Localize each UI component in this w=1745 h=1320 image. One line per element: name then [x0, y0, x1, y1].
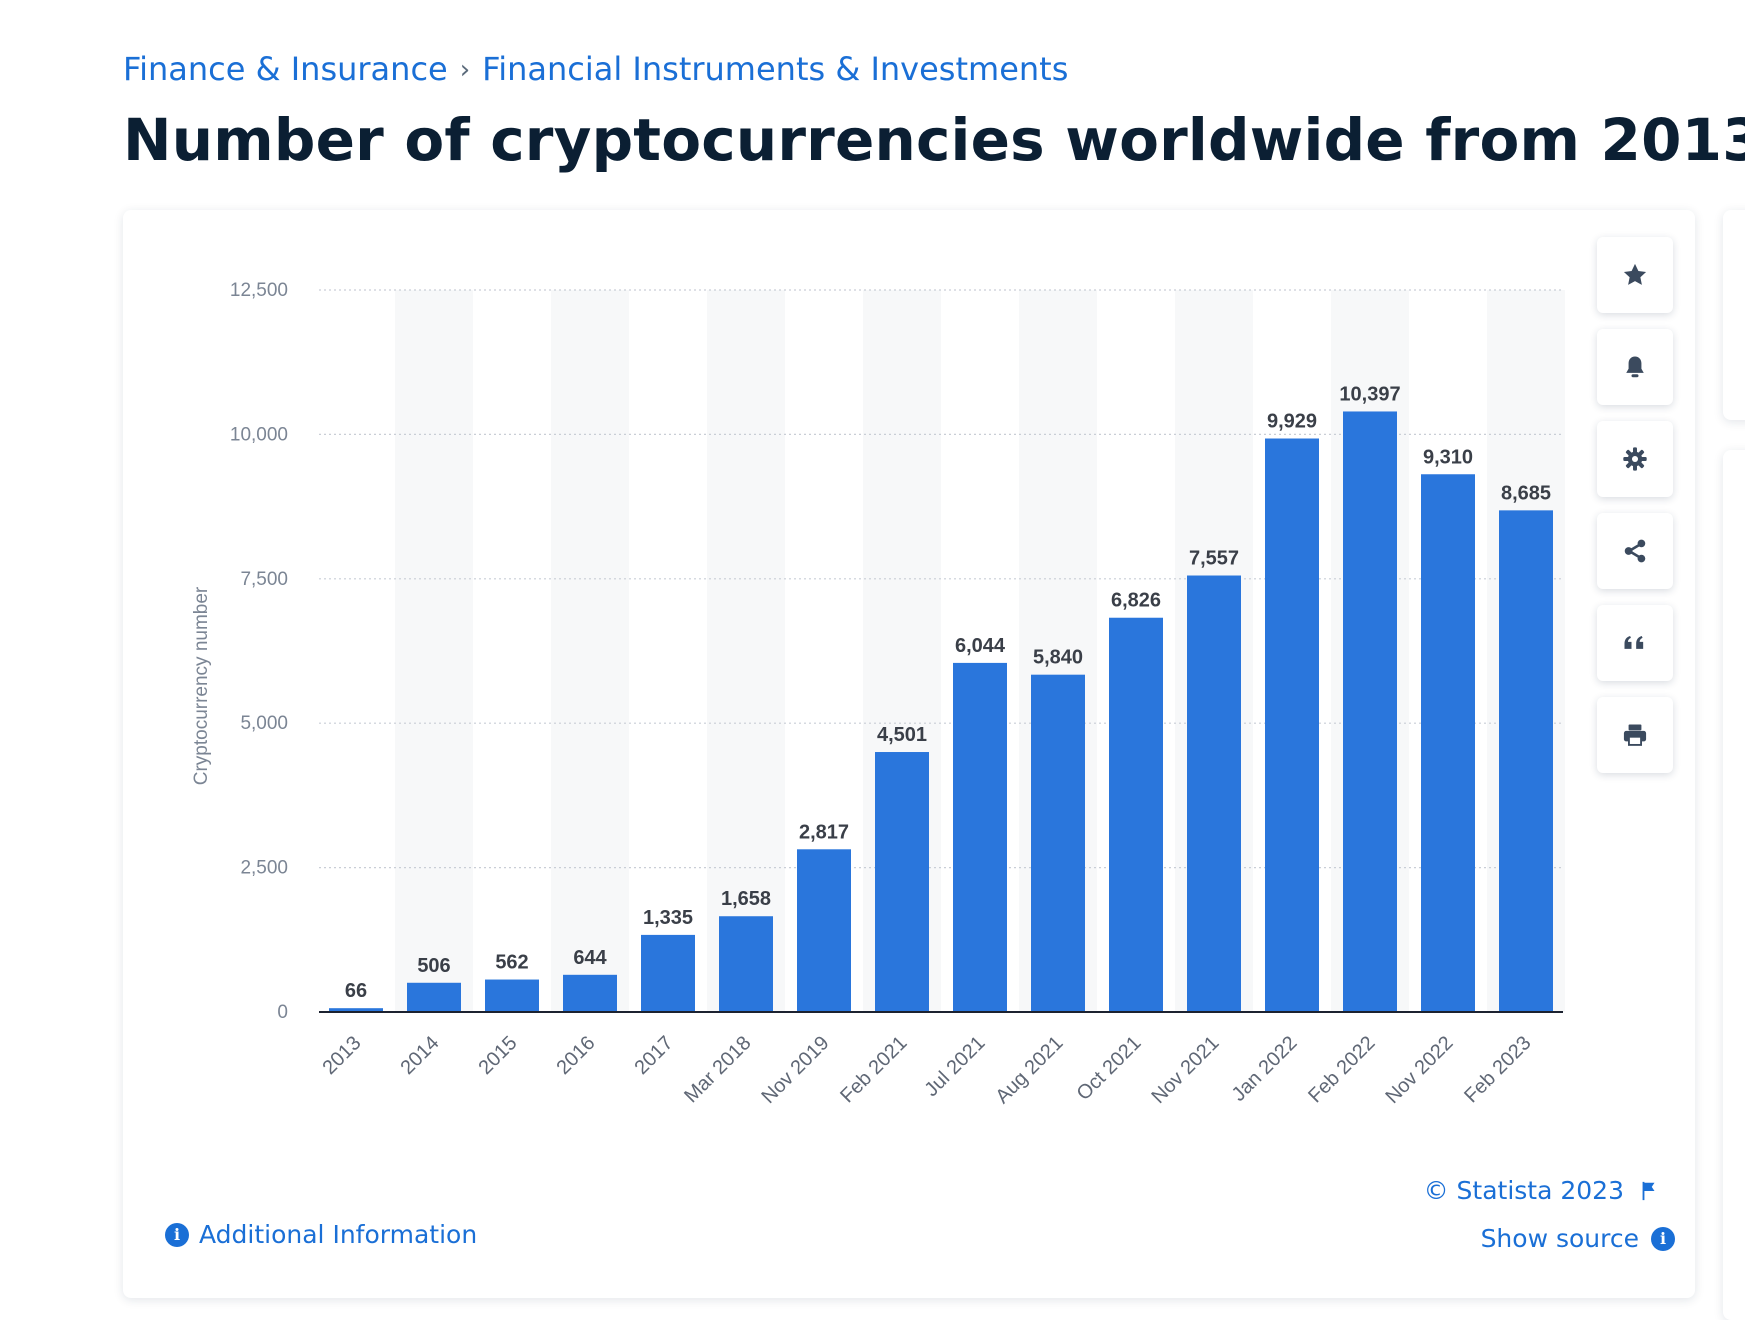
x-tick-label: Aug 2021	[991, 1032, 1067, 1108]
show-source-link[interactable]: Show source i	[1481, 1224, 1675, 1253]
bar	[407, 982, 461, 1012]
x-tick-label: Mar 2018	[680, 1032, 755, 1107]
y-tick-label: 5,000	[240, 713, 288, 734]
data-label: 5,840	[1033, 647, 1083, 669]
x-tick-label: Feb 2023	[1460, 1032, 1535, 1107]
share-button[interactable]	[1597, 513, 1673, 589]
column-band	[395, 290, 473, 1012]
y-tick-label: 7,500	[240, 569, 288, 590]
additional-information-label: Additional Information	[199, 1220, 478, 1249]
x-tick-label: Nov 2021	[1147, 1032, 1223, 1108]
data-label: 1,335	[643, 907, 693, 929]
data-label: 10,397	[1339, 383, 1400, 405]
bar	[719, 916, 773, 1012]
print-icon	[1623, 724, 1647, 746]
breadcrumb-item-finance-insurance[interactable]: Finance & Insurance	[123, 50, 448, 88]
cite-button[interactable]	[1597, 605, 1673, 681]
bar	[1187, 575, 1241, 1012]
x-tick-label: Feb 2021	[836, 1032, 911, 1107]
x-tick-label: Nov 2019	[757, 1032, 833, 1108]
x-tick-label: Nov 2022	[1381, 1032, 1457, 1108]
data-label: 1,658	[721, 888, 771, 910]
bar	[641, 934, 695, 1012]
notification-button[interactable]	[1597, 329, 1673, 405]
bar	[797, 849, 851, 1012]
data-label: 562	[495, 952, 528, 974]
data-label: 9,310	[1423, 446, 1473, 468]
print-button[interactable]	[1597, 697, 1673, 773]
chart-toolbar	[1597, 237, 1673, 789]
bar	[1109, 617, 1163, 1012]
data-label: 506	[417, 955, 450, 977]
settings-button[interactable]	[1597, 421, 1673, 497]
column-band	[707, 290, 785, 1012]
data-label: 66	[345, 980, 367, 1002]
y-tick-label: 10,000	[230, 424, 288, 445]
x-tick-label: Oct 2021	[1073, 1032, 1146, 1105]
flag-icon	[1642, 1181, 1655, 1200]
x-tick-label: 2014	[397, 1032, 444, 1079]
y-tick-label: 2,500	[240, 858, 288, 879]
x-tick-label: 2017	[631, 1032, 678, 1079]
bar	[875, 752, 929, 1012]
x-tick-label: 2013	[319, 1032, 366, 1079]
bar	[1343, 411, 1397, 1012]
data-label: 644	[573, 947, 607, 969]
data-label: 2,817	[799, 821, 849, 843]
gear-icon	[1623, 447, 1647, 471]
share-icon	[1624, 539, 1646, 563]
breadcrumb-separator: ›	[459, 55, 471, 85]
breadcrumb: Finance & Insurance › Financial Instrument…	[123, 50, 1068, 88]
info-icon: i	[165, 1222, 189, 1247]
additional-information-link[interactable]: i Additional Information	[165, 1220, 477, 1249]
data-label: 6,044	[955, 635, 1006, 657]
y-tick-label: 12,500	[230, 280, 288, 301]
bar	[1499, 510, 1553, 1012]
bar	[485, 979, 539, 1012]
favorite-button[interactable]	[1597, 237, 1673, 313]
bar	[1265, 438, 1319, 1012]
page-title: Number of cryptocurrencies worldwide fro…	[123, 106, 1745, 174]
x-tick-label: 2016	[553, 1032, 600, 1079]
copyright-label: © Statista 2023	[1423, 1176, 1624, 1205]
data-label: 7,557	[1189, 548, 1239, 570]
bell-icon	[1626, 356, 1644, 378]
bar	[1031, 674, 1085, 1012]
x-tick-label: Jan 2022	[1228, 1032, 1302, 1106]
quote-icon	[1624, 636, 1644, 649]
star-icon	[1623, 263, 1647, 285]
bar	[329, 1008, 383, 1012]
data-label: 6,826	[1111, 590, 1161, 612]
show-source-label: Show source	[1480, 1224, 1639, 1253]
bar	[563, 974, 617, 1012]
statista-copyright-link[interactable]: © Statista 2023	[1424, 1176, 1660, 1205]
x-tick-label: 2015	[475, 1032, 522, 1079]
bar	[953, 662, 1007, 1012]
data-label: 9,929	[1267, 411, 1317, 433]
data-label: 4,501	[877, 724, 927, 746]
side-panel-bottom	[1723, 450, 1745, 1320]
column-band	[551, 290, 629, 1012]
info-icon: i	[1651, 1226, 1675, 1251]
data-label: 8,685	[1501, 482, 1551, 504]
x-tick-label: Feb 2022	[1304, 1032, 1379, 1107]
y-axis-title: Cryptocurrency number	[191, 586, 212, 785]
bar	[1421, 474, 1475, 1012]
side-panel-top	[1723, 210, 1745, 420]
bar-chart: 0 2,500 5,000 7,500 10,000 12,500 Cryptocurren…	[191, 280, 1565, 1108]
breadcrumb-item-financial-instruments[interactable]: Financial Instruments & Investments	[482, 50, 1069, 88]
y-tick-label: 0	[277, 1002, 288, 1023]
x-tick-label: Jul 2021	[921, 1032, 990, 1101]
